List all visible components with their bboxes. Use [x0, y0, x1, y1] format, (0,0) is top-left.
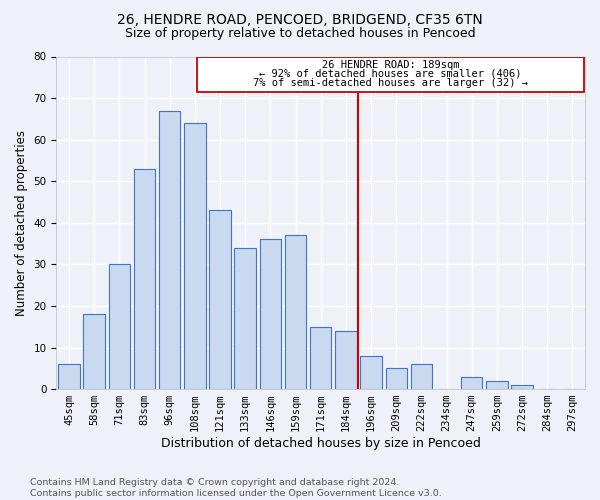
Bar: [260, 240, 281, 389]
Bar: [486, 381, 508, 389]
Bar: [361, 356, 382, 389]
Text: Contains HM Land Registry data © Crown copyright and database right 2024.
Contai: Contains HM Land Registry data © Crown c…: [30, 478, 442, 498]
FancyBboxPatch shape: [197, 56, 584, 92]
X-axis label: Distribution of detached houses by size in Pencoed: Distribution of detached houses by size …: [161, 437, 481, 450]
Bar: [285, 236, 306, 389]
Bar: [386, 368, 407, 389]
Bar: [109, 264, 130, 389]
Bar: [410, 364, 432, 389]
Y-axis label: Number of detached properties: Number of detached properties: [15, 130, 28, 316]
Text: 26 HENDRE ROAD: 189sqm: 26 HENDRE ROAD: 189sqm: [322, 60, 460, 70]
Bar: [511, 385, 533, 389]
Bar: [184, 123, 206, 389]
Bar: [83, 314, 105, 389]
Bar: [235, 248, 256, 389]
Bar: [209, 210, 231, 389]
Bar: [58, 364, 80, 389]
Bar: [134, 168, 155, 389]
Bar: [461, 376, 482, 389]
Bar: [310, 326, 331, 389]
Bar: [159, 110, 181, 389]
Text: Size of property relative to detached houses in Pencoed: Size of property relative to detached ho…: [125, 28, 475, 40]
Text: 26, HENDRE ROAD, PENCOED, BRIDGEND, CF35 6TN: 26, HENDRE ROAD, PENCOED, BRIDGEND, CF35…: [117, 12, 483, 26]
Bar: [335, 331, 356, 389]
Text: ← 92% of detached houses are smaller (406): ← 92% of detached houses are smaller (40…: [259, 69, 522, 79]
Text: 7% of semi-detached houses are larger (32) →: 7% of semi-detached houses are larger (3…: [253, 78, 528, 88]
